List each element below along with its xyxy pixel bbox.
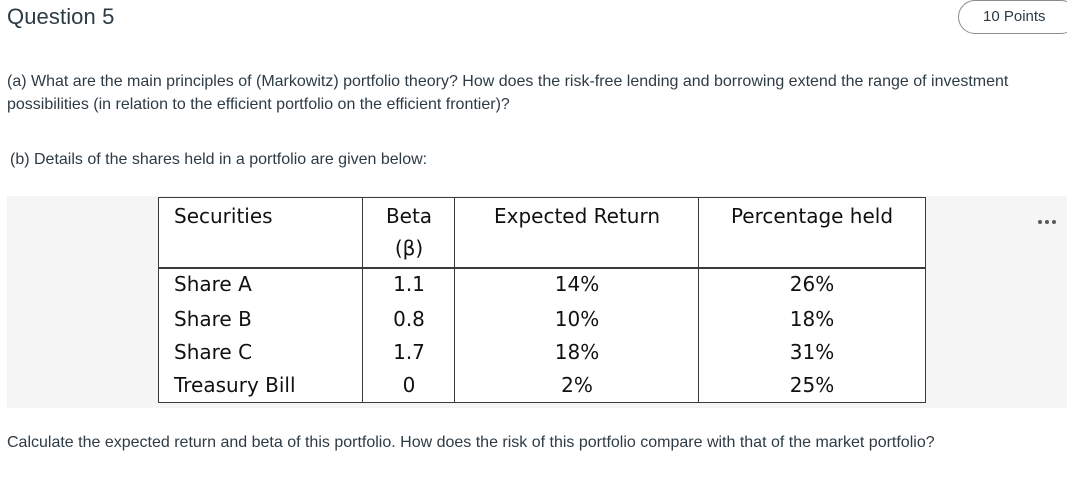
row-expected-return: 18% <box>554 340 600 364</box>
row-expected-return: 2% <box>561 373 593 397</box>
portfolio-table: Securities Beta (β) Expected Return Perc… <box>158 197 926 403</box>
table-header-divider <box>159 267 925 269</box>
question-title: Question 5 <box>7 4 115 29</box>
row-expected-return: 14% <box>554 272 600 296</box>
question-part-b-task: Calculate the expected return and beta o… <box>7 434 935 451</box>
row-beta: 0 <box>402 373 416 397</box>
row-expected-return: 10% <box>554 307 600 331</box>
row-percentage-held: 26% <box>789 272 835 296</box>
row-security: Share C <box>174 340 253 364</box>
row-beta: 1.1 <box>393 272 425 296</box>
header-expected-return: Expected Return <box>493 204 661 228</box>
question-part-b-intro: (b) Details of the shares held in a port… <box>10 151 428 168</box>
table-column-divider <box>362 198 363 402</box>
more-horizontal-icon[interactable] <box>1038 218 1060 226</box>
points-badge: 10 Points <box>958 0 1067 34</box>
row-percentage-held: 18% <box>789 307 835 331</box>
question-header: Question 5 10 Points <box>0 0 1067 40</box>
header-beta-symbol: (β) <box>394 236 424 260</box>
row-security: Share B <box>174 307 252 331</box>
dot <box>1045 220 1049 224</box>
dot <box>1038 220 1042 224</box>
row-percentage-held: 25% <box>789 373 835 397</box>
row-percentage-held: 31% <box>789 340 835 364</box>
part-a-text: (a) What are the main principles of (Mar… <box>7 73 1009 113</box>
row-security: Share A <box>174 272 252 296</box>
header-securities: Securities <box>174 204 273 228</box>
question-part-a: (a) What are the main principles of (Mar… <box>7 70 1067 116</box>
table-column-divider <box>454 198 455 402</box>
row-beta: 1.7 <box>393 340 425 364</box>
header-beta: Beta <box>385 204 433 228</box>
row-beta: 0.8 <box>393 307 425 331</box>
row-security: Treasury Bill <box>174 373 296 397</box>
dot <box>1052 220 1056 224</box>
header-percentage-held: Percentage held <box>730 204 894 228</box>
table-column-divider <box>698 198 699 402</box>
